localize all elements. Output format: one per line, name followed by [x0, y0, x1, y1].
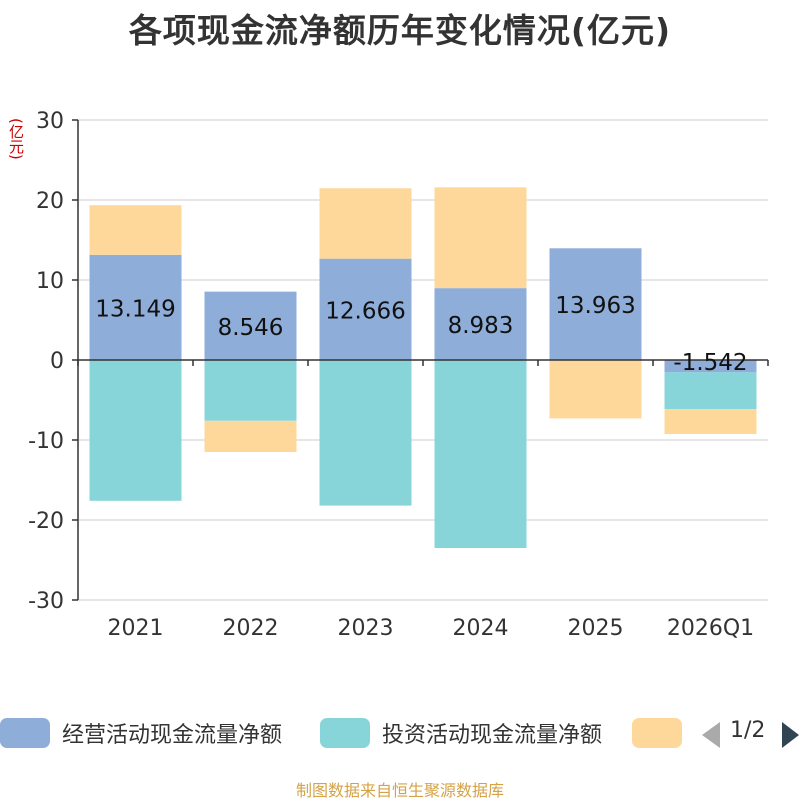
bar-2024-series-2	[434, 187, 527, 289]
legend-label-operating: 经营活动现金流量净额	[62, 723, 283, 748]
bar-2022-series-1	[204, 360, 297, 421]
legend-swatch-financing	[632, 718, 682, 748]
y-tick-label: -10	[28, 429, 64, 454]
y-axis-unit: (亿元)	[7, 118, 25, 160]
bar-2025-series-2	[549, 360, 642, 419]
legend-prev-icon[interactable]	[700, 720, 722, 750]
bar-2021-series-2	[89, 205, 182, 255]
x-tick-label: 2022	[223, 616, 279, 641]
bar-2026Q1-series-2	[664, 409, 757, 434]
bar-2024-series-0	[434, 288, 527, 360]
legend-item-operating[interactable]: 经营活动现金流量净额	[0, 716, 282, 750]
y-tick-label: -30	[28, 589, 64, 614]
value-label-2026Q1: -1.542	[673, 350, 747, 376]
x-tick-label: 2026Q1	[667, 616, 754, 641]
legend-next-icon[interactable]	[780, 720, 800, 750]
y-tick-label: 10	[36, 269, 64, 294]
legend-label-investing: 投资活动现金流量净额	[382, 723, 603, 748]
x-tick-label: 2025	[568, 616, 624, 641]
chart-title: 各项现金流净额历年变化情况(亿元)	[128, 11, 672, 50]
value-label-2023: 12.666	[325, 298, 405, 324]
bar-2026Q1-series-0	[664, 360, 757, 373]
bar-2022-series-0	[204, 291, 297, 360]
bar-2024-series-1	[434, 360, 527, 548]
legend-swatch-investing	[320, 718, 370, 748]
data-source-note: 制图数据来自恒生聚源数据库	[295, 781, 504, 800]
bar-2026Q1-series-1	[664, 372, 757, 410]
value-label-2025: 13.963	[555, 293, 635, 319]
value-label-2021: 13.149	[95, 296, 175, 322]
value-label-2024: 8.983	[448, 313, 514, 339]
bar-2023-series-1	[319, 360, 412, 506]
legend-page-indicator: 1/2	[730, 718, 766, 743]
x-tick-label: 2024	[453, 616, 509, 641]
legend-item-financing[interactable]	[632, 716, 694, 750]
x-tick-label: 2023	[338, 616, 394, 641]
bars	[89, 187, 757, 548]
y-tick-label: 20	[36, 189, 64, 214]
bar-2021-series-1	[89, 360, 182, 501]
legend-item-investing[interactable]: 投资活动现金流量净额	[320, 716, 602, 750]
y-tick-label: -20	[28, 509, 64, 534]
y-tick-label: 30	[36, 109, 64, 134]
value-label-2022: 8.546	[218, 315, 284, 341]
legend-swatch-operating	[0, 718, 50, 748]
x-tick-label: 2021	[108, 616, 164, 641]
y-tick-label: 0	[50, 349, 64, 374]
y-axis-ticks: -30 -20 -10 0 10 20 30	[28, 109, 78, 614]
bar-2021-series-0	[89, 254, 182, 360]
bar-2025-series-0	[549, 248, 642, 360]
x-axis-ticks: 2021 2022 2023 2024 2025 2026Q1	[77, 360, 769, 641]
bar-2023-series-2	[319, 188, 412, 259]
bar-2022-series-2	[204, 420, 297, 452]
value-labels: 13.149 8.546 12.666 8.983 13.963 -1.542	[95, 293, 747, 376]
bar-2023-series-0	[319, 258, 412, 360]
grid-lines	[78, 119, 768, 601]
